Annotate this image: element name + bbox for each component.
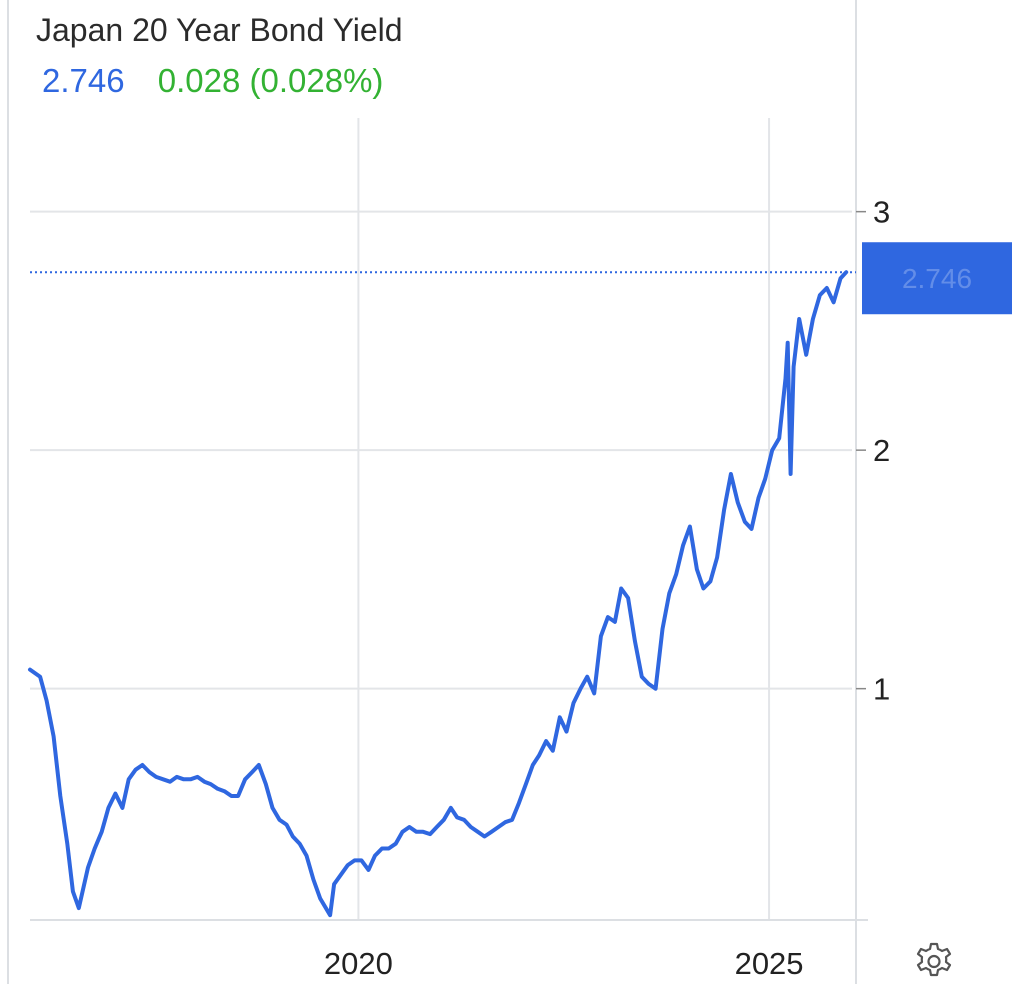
- last-value: 2.746: [42, 62, 125, 99]
- change-value: 0.028 (0.028%): [157, 62, 384, 99]
- y-tick-label: 1: [873, 672, 890, 707]
- quote-line: 2.746 0.028 (0.028%): [42, 62, 383, 100]
- x-axis: 2020 2025: [324, 946, 804, 981]
- y-axis: 1 2 3: [856, 195, 890, 707]
- x-tick-label: 2020: [324, 946, 393, 981]
- chart-frame: [7, 0, 868, 984]
- chart-title: Japan 20 Year Bond Yield: [36, 12, 403, 48]
- last-value-badge: 2.746: [862, 242, 1012, 315]
- series-line: [28, 270, 849, 918]
- grid-lines: [30, 118, 852, 920]
- last-value-badge-label: 2.746: [902, 263, 972, 294]
- x-tick-label: 2025: [735, 946, 804, 981]
- gear-icon[interactable]: [912, 940, 956, 984]
- last-value-badge-box: [862, 242, 1012, 315]
- y-tick-label: 3: [873, 195, 890, 230]
- y-tick-label: 2: [873, 433, 890, 468]
